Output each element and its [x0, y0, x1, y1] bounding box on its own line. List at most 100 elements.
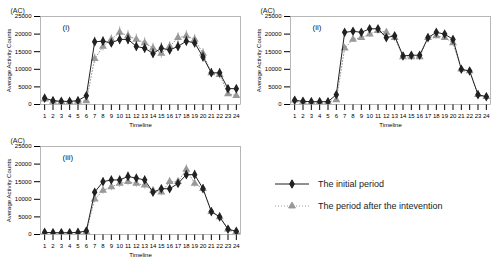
svg-text:5: 5 [76, 113, 80, 119]
svg-text:0: 0 [28, 101, 32, 107]
svg-text:10: 10 [116, 243, 123, 249]
svg-text:13: 13 [141, 113, 148, 119]
svg-text:4: 4 [318, 113, 322, 119]
svg-text:15: 15 [158, 243, 165, 249]
svg-text:22: 22 [466, 113, 473, 119]
svg-text:(ii): (ii) [313, 23, 322, 32]
svg-text:11: 11 [125, 243, 132, 249]
svg-text:Timeline: Timeline [379, 122, 402, 128]
svg-text:23: 23 [475, 113, 482, 119]
svg-text:(iii): (iii) [63, 153, 74, 162]
svg-text:2: 2 [51, 243, 55, 249]
svg-text:5000: 5000 [18, 214, 32, 220]
svg-text:9: 9 [360, 113, 364, 119]
svg-text:Timeline: Timeline [129, 252, 152, 258]
svg-text:4: 4 [68, 113, 72, 119]
svg-text:21: 21 [458, 113, 465, 119]
svg-text:4: 4 [68, 243, 72, 249]
svg-text:20000: 20000 [265, 31, 282, 37]
svg-text:20: 20 [450, 113, 457, 119]
svg-text:(AC): (AC) [11, 137, 25, 145]
svg-text:15000: 15000 [15, 179, 32, 185]
svg-text:16: 16 [416, 113, 423, 119]
svg-text:8: 8 [101, 243, 105, 249]
svg-text:17: 17 [175, 243, 182, 249]
svg-text:20: 20 [200, 243, 207, 249]
svg-text:22: 22 [216, 243, 223, 249]
svg-text:21: 21 [208, 243, 215, 249]
svg-text:1: 1 [43, 243, 47, 249]
svg-text:Average Activity Counts: Average Activity Counts [256, 29, 262, 92]
svg-text:9: 9 [110, 113, 114, 119]
svg-text:19: 19 [191, 243, 198, 249]
svg-text:15: 15 [158, 113, 165, 119]
svg-text:10000: 10000 [265, 66, 282, 72]
svg-text:1: 1 [43, 113, 47, 119]
svg-text:11: 11 [375, 113, 382, 119]
svg-text:12: 12 [383, 113, 390, 119]
svg-text:19: 19 [441, 113, 448, 119]
svg-text:12: 12 [133, 113, 140, 119]
svg-text:24: 24 [483, 113, 490, 119]
svg-text:15000: 15000 [15, 49, 32, 55]
svg-text:5000: 5000 [18, 84, 32, 90]
svg-text:5: 5 [326, 113, 330, 119]
svg-text:3: 3 [310, 113, 314, 119]
svg-text:3: 3 [60, 113, 64, 119]
svg-text:15: 15 [408, 113, 415, 119]
svg-text:20000: 20000 [15, 31, 32, 37]
svg-text:15000: 15000 [265, 49, 282, 55]
html-text:The initial period: The initial period [318, 179, 384, 189]
svg-text:(AC): (AC) [11, 7, 25, 15]
svg-text:9: 9 [110, 243, 114, 249]
svg-text:2: 2 [51, 113, 55, 119]
svg-text:20: 20 [200, 113, 207, 119]
svg-text:18: 18 [183, 243, 190, 249]
svg-text:Average Activity Counts: Average Activity Counts [6, 159, 12, 222]
svg-text:24: 24 [233, 243, 240, 249]
svg-text:6: 6 [85, 243, 89, 249]
svg-text:14: 14 [400, 113, 407, 119]
svg-text:3: 3 [60, 243, 64, 249]
svg-text:24: 24 [233, 113, 240, 119]
svg-text:16: 16 [166, 243, 173, 249]
svg-text:8: 8 [351, 113, 355, 119]
svg-text:0: 0 [28, 231, 32, 237]
svg-text:5: 5 [76, 243, 80, 249]
svg-text:22: 22 [216, 113, 223, 119]
svg-text:20000: 20000 [15, 161, 32, 167]
svg-text:13: 13 [391, 113, 398, 119]
svg-text:18: 18 [183, 113, 190, 119]
svg-text:Timeline: Timeline [129, 122, 152, 128]
svg-text:18: 18 [433, 113, 440, 119]
svg-text:14: 14 [150, 243, 157, 249]
svg-text:7: 7 [343, 113, 347, 119]
svg-text:10000: 10000 [15, 196, 32, 202]
svg-text:11: 11 [125, 113, 132, 119]
svg-text:1: 1 [293, 113, 297, 119]
svg-text:(AC): (AC) [261, 7, 275, 15]
svg-text:17: 17 [425, 113, 432, 119]
svg-text:14: 14 [150, 113, 157, 119]
svg-text:19: 19 [191, 113, 198, 119]
svg-text:10000: 10000 [15, 66, 32, 72]
svg-text:23: 23 [225, 113, 232, 119]
svg-text:5000: 5000 [268, 84, 282, 90]
svg-text:16: 16 [166, 113, 173, 119]
svg-text:Average Activity Counts: Average Activity Counts [6, 29, 12, 92]
svg-text:6: 6 [335, 113, 339, 119]
svg-text:23: 23 [225, 243, 232, 249]
svg-text:10: 10 [366, 113, 373, 119]
svg-text:0: 0 [278, 101, 282, 107]
svg-text:2: 2 [301, 113, 305, 119]
svg-text:7: 7 [93, 113, 97, 119]
svg-text:(i): (i) [63, 23, 70, 32]
svg-text:12: 12 [133, 243, 140, 249]
svg-text:21: 21 [208, 113, 215, 119]
svg-text:13: 13 [141, 243, 148, 249]
svg-text:17: 17 [175, 113, 182, 119]
svg-text:7: 7 [93, 243, 97, 249]
svg-text:10: 10 [116, 113, 123, 119]
svg-text:6: 6 [85, 113, 89, 119]
svg-text:8: 8 [101, 113, 105, 119]
